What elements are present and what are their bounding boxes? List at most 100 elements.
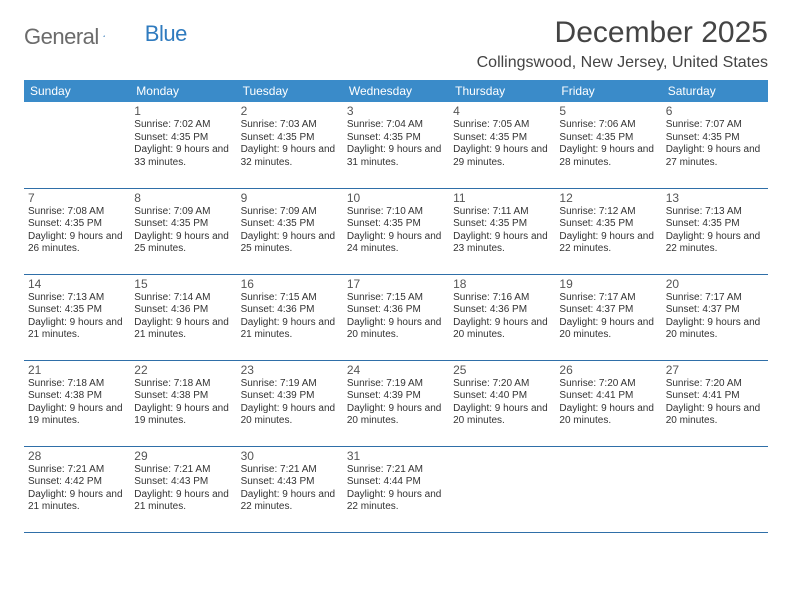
weekday-header: Monday: [130, 80, 236, 102]
calendar-day-cell: 6Sunrise: 7:07 AMSunset: 4:35 PMDaylight…: [662, 102, 768, 188]
day-number: 23: [241, 363, 339, 377]
day-number: 21: [28, 363, 126, 377]
sunrise-text: Sunrise: 7:08 AM: [28, 206, 126, 219]
sunrise-text: Sunrise: 7:14 AM: [134, 292, 232, 305]
sunset-text: Sunset: 4:43 PM: [134, 476, 232, 489]
calendar-day-cell: 8Sunrise: 7:09 AMSunset: 4:35 PMDaylight…: [130, 188, 236, 274]
day-number: 29: [134, 449, 232, 463]
location-text: Collingswood, New Jersey, United States: [477, 54, 768, 72]
calendar-day-cell: 18Sunrise: 7:16 AMSunset: 4:36 PMDayligh…: [449, 274, 555, 360]
day-number: 27: [666, 363, 764, 377]
daylight-text: Daylight: 9 hours and 26 minutes.: [28, 231, 126, 256]
sunset-text: Sunset: 4:35 PM: [241, 132, 339, 145]
sunrise-text: Sunrise: 7:12 AM: [559, 206, 657, 219]
daylight-text: Daylight: 9 hours and 25 minutes.: [134, 231, 232, 256]
calendar-day-cell: 7Sunrise: 7:08 AMSunset: 4:35 PMDaylight…: [24, 188, 130, 274]
sunrise-text: Sunrise: 7:09 AM: [134, 206, 232, 219]
calendar-day-cell: 27Sunrise: 7:20 AMSunset: 4:41 PMDayligh…: [662, 360, 768, 446]
daylight-text: Daylight: 9 hours and 22 minutes.: [347, 489, 445, 514]
calendar-day-cell: 23Sunrise: 7:19 AMSunset: 4:39 PMDayligh…: [237, 360, 343, 446]
day-number: 19: [559, 277, 657, 291]
sunrise-text: Sunrise: 7:21 AM: [134, 464, 232, 477]
weekday-header: Friday: [555, 80, 661, 102]
calendar-week-row: 28Sunrise: 7:21 AMSunset: 4:42 PMDayligh…: [24, 446, 768, 532]
day-number: 15: [134, 277, 232, 291]
sunrise-text: Sunrise: 7:18 AM: [134, 378, 232, 391]
calendar-day-cell: 4Sunrise: 7:05 AMSunset: 4:35 PMDaylight…: [449, 102, 555, 188]
sunset-text: Sunset: 4:35 PM: [347, 218, 445, 231]
weekday-header: Thursday: [449, 80, 555, 102]
calendar-day-cell: [449, 446, 555, 532]
daylight-text: Daylight: 9 hours and 21 minutes.: [28, 489, 126, 514]
calendar-day-cell: [662, 446, 768, 532]
day-number: 6: [666, 104, 764, 118]
sunrise-text: Sunrise: 7:06 AM: [559, 119, 657, 132]
calendar-day-cell: 3Sunrise: 7:04 AMSunset: 4:35 PMDaylight…: [343, 102, 449, 188]
calendar-day-cell: 10Sunrise: 7:10 AMSunset: 4:35 PMDayligh…: [343, 188, 449, 274]
weekday-header: Tuesday: [237, 80, 343, 102]
header-row: General Blue December 2025 Collingswood,…: [24, 16, 768, 72]
sunset-text: Sunset: 4:43 PM: [241, 476, 339, 489]
daylight-text: Daylight: 9 hours and 22 minutes.: [666, 231, 764, 256]
daylight-text: Daylight: 9 hours and 20 minutes.: [559, 403, 657, 428]
calendar-day-cell: [555, 446, 661, 532]
daylight-text: Daylight: 9 hours and 28 minutes.: [559, 144, 657, 169]
daylight-text: Daylight: 9 hours and 32 minutes.: [241, 144, 339, 169]
day-number: 18: [453, 277, 551, 291]
sunrise-text: Sunrise: 7:17 AM: [666, 292, 764, 305]
sunrise-text: Sunrise: 7:20 AM: [559, 378, 657, 391]
day-number: 16: [241, 277, 339, 291]
sunset-text: Sunset: 4:37 PM: [559, 304, 657, 317]
brand-logo: General Blue: [24, 16, 187, 50]
sunrise-text: Sunrise: 7:02 AM: [134, 119, 232, 132]
month-title: December 2025: [477, 16, 768, 50]
sunset-text: Sunset: 4:35 PM: [559, 132, 657, 145]
calendar-day-cell: 17Sunrise: 7:15 AMSunset: 4:36 PMDayligh…: [343, 274, 449, 360]
sunset-text: Sunset: 4:41 PM: [666, 390, 764, 403]
sunrise-text: Sunrise: 7:21 AM: [347, 464, 445, 477]
daylight-text: Daylight: 9 hours and 19 minutes.: [134, 403, 232, 428]
sunset-text: Sunset: 4:38 PM: [134, 390, 232, 403]
weekday-header-row: Sunday Monday Tuesday Wednesday Thursday…: [24, 80, 768, 102]
sunrise-text: Sunrise: 7:19 AM: [241, 378, 339, 391]
calendar-week-row: 7Sunrise: 7:08 AMSunset: 4:35 PMDaylight…: [24, 188, 768, 274]
calendar-day-cell: 31Sunrise: 7:21 AMSunset: 4:44 PMDayligh…: [343, 446, 449, 532]
weekday-header: Sunday: [24, 80, 130, 102]
daylight-text: Daylight: 9 hours and 20 minutes.: [347, 317, 445, 342]
brand-text-1: General: [24, 24, 99, 50]
calendar-day-cell: 25Sunrise: 7:20 AMSunset: 4:40 PMDayligh…: [449, 360, 555, 446]
calendar-week-row: 21Sunrise: 7:18 AMSunset: 4:38 PMDayligh…: [24, 360, 768, 446]
daylight-text: Daylight: 9 hours and 20 minutes.: [453, 317, 551, 342]
day-number: 1: [134, 104, 232, 118]
sunrise-text: Sunrise: 7:20 AM: [453, 378, 551, 391]
day-number: 28: [28, 449, 126, 463]
day-number: 26: [559, 363, 657, 377]
daylight-text: Daylight: 9 hours and 20 minutes.: [453, 403, 551, 428]
day-number: 10: [347, 191, 445, 205]
calendar-day-cell: 13Sunrise: 7:13 AMSunset: 4:35 PMDayligh…: [662, 188, 768, 274]
sunrise-text: Sunrise: 7:13 AM: [666, 206, 764, 219]
sunrise-text: Sunrise: 7:03 AM: [241, 119, 339, 132]
sunrise-text: Sunrise: 7:18 AM: [28, 378, 126, 391]
calendar-day-cell: 5Sunrise: 7:06 AMSunset: 4:35 PMDaylight…: [555, 102, 661, 188]
sunset-text: Sunset: 4:35 PM: [347, 132, 445, 145]
calendar-day-cell: 1Sunrise: 7:02 AMSunset: 4:35 PMDaylight…: [130, 102, 236, 188]
calendar-body: 1Sunrise: 7:02 AMSunset: 4:35 PMDaylight…: [24, 102, 768, 532]
sunset-text: Sunset: 4:35 PM: [28, 218, 126, 231]
calendar-day-cell: 20Sunrise: 7:17 AMSunset: 4:37 PMDayligh…: [662, 274, 768, 360]
daylight-text: Daylight: 9 hours and 20 minutes.: [666, 317, 764, 342]
sunrise-text: Sunrise: 7:13 AM: [28, 292, 126, 305]
daylight-text: Daylight: 9 hours and 23 minutes.: [453, 231, 551, 256]
sunrise-text: Sunrise: 7:15 AM: [241, 292, 339, 305]
daylight-text: Daylight: 9 hours and 20 minutes.: [241, 403, 339, 428]
sunset-text: Sunset: 4:37 PM: [666, 304, 764, 317]
calendar-day-cell: 22Sunrise: 7:18 AMSunset: 4:38 PMDayligh…: [130, 360, 236, 446]
calendar-day-cell: 26Sunrise: 7:20 AMSunset: 4:41 PMDayligh…: [555, 360, 661, 446]
sunset-text: Sunset: 4:39 PM: [241, 390, 339, 403]
calendar-day-cell: [24, 102, 130, 188]
sunrise-text: Sunrise: 7:17 AM: [559, 292, 657, 305]
sunset-text: Sunset: 4:40 PM: [453, 390, 551, 403]
sunset-text: Sunset: 4:35 PM: [453, 218, 551, 231]
calendar-day-cell: 12Sunrise: 7:12 AMSunset: 4:35 PMDayligh…: [555, 188, 661, 274]
logo-triangle-icon: [103, 28, 105, 44]
